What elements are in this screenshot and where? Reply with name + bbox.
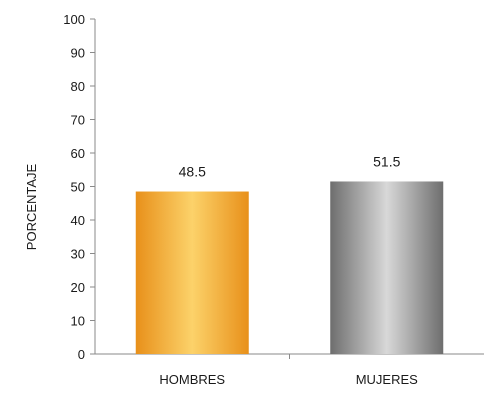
x-axis: HOMBRES MUJERES [95,353,484,387]
y-tick-label: 10 [71,314,85,329]
bar-hombres [135,191,249,354]
y-tick-label: 100 [63,12,85,27]
bar-mujeres [330,181,444,354]
x-tick-label-hombres: HOMBRES [159,372,225,387]
data-labels: 48.5 51.5 [179,153,401,179]
y-tick-label: 40 [71,213,85,228]
y-axis-label: PORCENTAJE [24,163,39,250]
y-tick-label: 0 [78,347,85,362]
y-axis: 0 10 20 30 40 50 60 70 80 90 100 [63,12,96,362]
y-tick-label: 60 [71,146,85,161]
y-tick-label: 90 [71,46,85,61]
y-tick-label: 30 [71,247,85,262]
y-tick-label: 50 [71,180,85,195]
y-tick-label: 80 [71,79,85,94]
data-label-mujeres: 51.5 [373,153,400,169]
y-tick-label: 20 [71,280,85,295]
bars [135,181,444,354]
data-label-hombres: 48.5 [179,164,206,180]
x-tick-label-mujeres: MUJERES [356,372,418,387]
y-tick-label: 70 [71,113,85,128]
